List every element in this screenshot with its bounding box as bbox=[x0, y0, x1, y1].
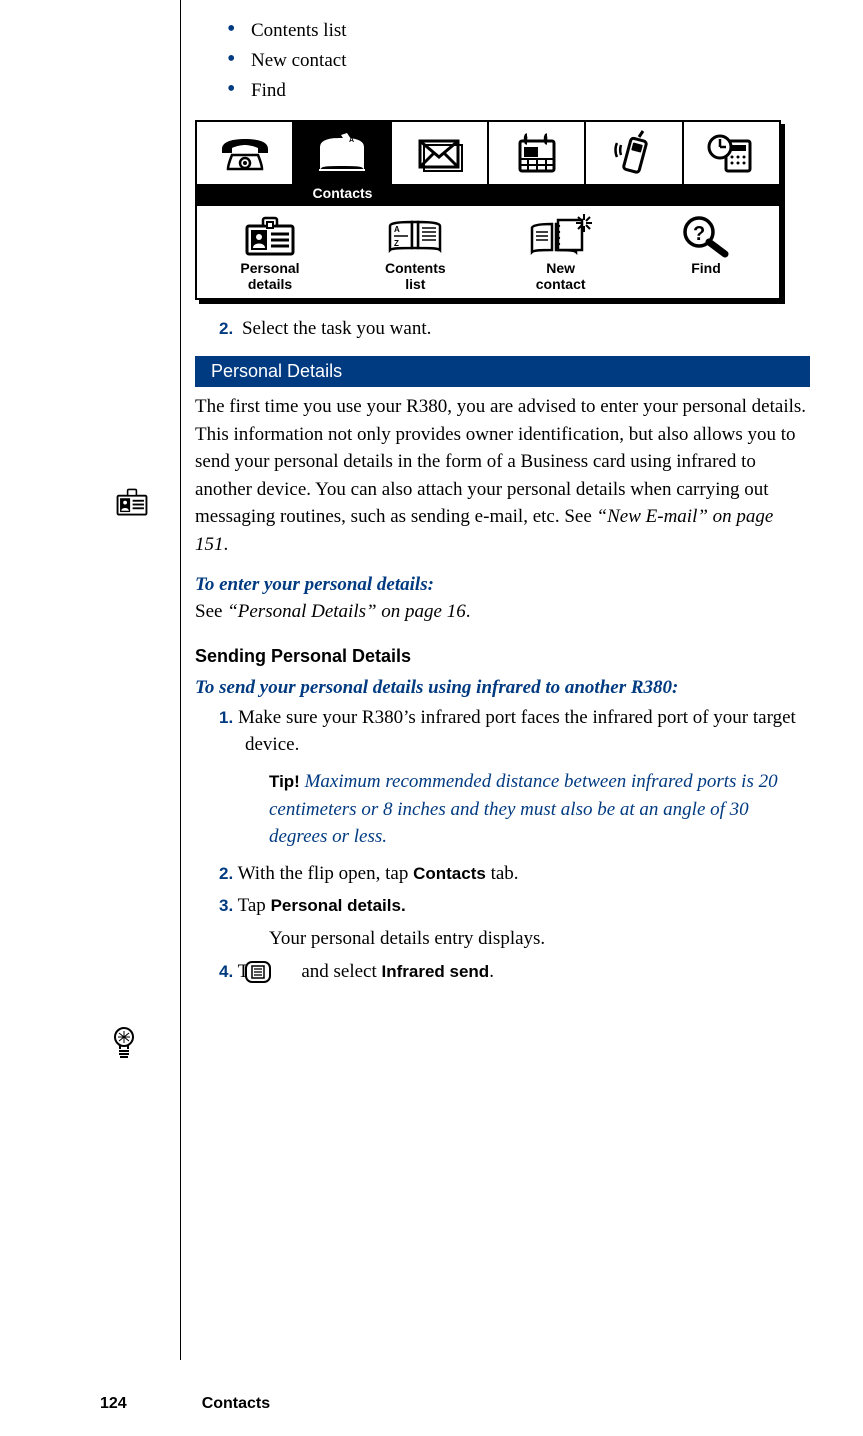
para-text: . bbox=[466, 601, 471, 622]
margin-rule bbox=[180, 0, 181, 1360]
svg-text:A: A bbox=[394, 225, 400, 234]
menu-button-icon bbox=[271, 961, 297, 983]
margin-tip-icon bbox=[110, 1025, 138, 1069]
tab-settings[interactable] bbox=[684, 122, 779, 184]
step-text: and select bbox=[297, 961, 382, 982]
step-text: tab. bbox=[486, 863, 519, 884]
step-number: 3. bbox=[219, 896, 233, 915]
ui-ref: Personal details. bbox=[271, 896, 406, 915]
menu-label: New bbox=[546, 260, 575, 276]
menu-row: Personal details A Z bbox=[197, 206, 779, 298]
para-text: See bbox=[195, 601, 227, 622]
svg-text:Z: Z bbox=[394, 239, 399, 248]
menu-label: Personal bbox=[240, 260, 299, 276]
step-text: Make sure your R380’s infrared port face… bbox=[233, 707, 796, 755]
heading-enter-details: To enter your personal details: bbox=[195, 574, 810, 596]
step-text: With the flip open, tap bbox=[233, 863, 413, 884]
menu-label: Find bbox=[691, 260, 721, 276]
tab-label-row: Contacts bbox=[197, 184, 779, 206]
contacts-screen: A bbox=[195, 120, 781, 300]
svg-text:?: ? bbox=[693, 223, 705, 245]
menu-personal-details[interactable]: Personal details bbox=[205, 212, 335, 292]
chapter-name: Contacts bbox=[202, 1395, 270, 1413]
menu-find[interactable]: ? Find bbox=[641, 212, 771, 292]
step-4: 4. Tap and select Infrared send. bbox=[219, 959, 810, 986]
mail-icon bbox=[408, 129, 470, 177]
id-card-icon bbox=[235, 212, 305, 258]
tab-calendar[interactable] bbox=[489, 122, 586, 184]
phone-icon bbox=[214, 129, 276, 177]
menu-label: list bbox=[405, 276, 425, 292]
new-book-icon bbox=[526, 212, 596, 258]
menu-label: Contents bbox=[385, 260, 446, 276]
para-text: . bbox=[224, 534, 229, 555]
bullet-item: New contact bbox=[227, 50, 810, 72]
step-text: Select the task you want. bbox=[237, 318, 431, 339]
open-book-icon: A Z bbox=[380, 212, 450, 258]
find-icon: ? bbox=[671, 212, 741, 258]
tip-box: Tip! Maximum recommended distance betwee… bbox=[269, 768, 810, 851]
bullet-item: Find bbox=[227, 80, 810, 102]
tip-label: Tip! bbox=[269, 772, 300, 791]
svg-text:A: A bbox=[349, 137, 354, 144]
bullet-list: Contents list New contact Find bbox=[227, 20, 810, 102]
step-number: 1. bbox=[219, 708, 233, 727]
para-see-ref: See “Personal Details” on page 16. bbox=[195, 598, 810, 626]
ui-ref: Contacts bbox=[413, 864, 486, 883]
step-number: 2. bbox=[219, 864, 233, 883]
step-2b: 2. With the flip open, tap Contacts tab. bbox=[219, 861, 810, 888]
step-list: 1. Make sure your R380’s infrared port f… bbox=[219, 705, 810, 985]
step-number: 4. bbox=[219, 962, 233, 981]
page-number: 124 bbox=[100, 1395, 127, 1413]
section-bar-personal-details: Personal Details bbox=[195, 356, 810, 387]
para-personal-details: The first time you use your R380, you ar… bbox=[195, 393, 810, 558]
ui-ref: Infrared send bbox=[382, 962, 490, 981]
tab-voice[interactable] bbox=[586, 122, 683, 184]
heading-send-ir: To send your personal details using infr… bbox=[195, 677, 810, 699]
margin-personal-details-icon bbox=[110, 483, 154, 527]
footer: 124 Contacts bbox=[0, 1395, 863, 1413]
tab-phone[interactable] bbox=[197, 122, 294, 184]
tab-mail[interactable] bbox=[392, 122, 489, 184]
tab-contacts[interactable]: A bbox=[294, 122, 391, 184]
step-1: 1. Make sure your R380’s infrared port f… bbox=[219, 705, 810, 758]
bullet-item: Contents list bbox=[227, 20, 810, 42]
step-number: 2. bbox=[219, 319, 233, 338]
step-3-sub: Your personal details entry displays. bbox=[269, 926, 810, 953]
menu-new-contact[interactable]: New contact bbox=[496, 212, 626, 292]
menu-label: contact bbox=[536, 276, 586, 292]
step-2: 2. Select the task you want. bbox=[219, 318, 810, 340]
tip-text: Maximum recommended distance between inf… bbox=[269, 771, 778, 847]
step-text: . bbox=[489, 961, 494, 982]
calendar-icon bbox=[506, 129, 568, 177]
active-tab-label: Contacts bbox=[294, 184, 391, 201]
clock-calc-icon bbox=[700, 129, 762, 177]
heading-sending: Sending Personal Details bbox=[195, 646, 810, 667]
step-text: Tap bbox=[233, 895, 270, 916]
mobile-phone-icon bbox=[603, 129, 665, 177]
menu-label: details bbox=[248, 276, 292, 292]
tab-row: A bbox=[197, 122, 779, 184]
address-book-icon: A bbox=[311, 129, 373, 177]
cross-ref: “Personal Details” on page 16 bbox=[227, 601, 466, 622]
menu-contents-list[interactable]: A Z Contents list bbox=[350, 212, 480, 292]
step-3: 3. Tap Personal details. bbox=[219, 893, 810, 920]
